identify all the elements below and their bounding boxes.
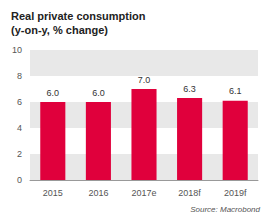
svg-text:Real private consumption: Real private consumption — [11, 10, 146, 22]
svg-text:2016: 2016 — [88, 188, 108, 198]
svg-text:2: 2 — [17, 149, 22, 159]
svg-text:6.0: 6.0 — [47, 88, 60, 98]
svg-text:10: 10 — [12, 45, 22, 55]
svg-text:(y-on-y, % change): (y-on-y, % change) — [11, 24, 108, 36]
svg-text:0: 0 — [17, 175, 22, 185]
svg-text:7.0: 7.0 — [138, 75, 151, 85]
svg-text:6.1: 6.1 — [229, 86, 242, 96]
svg-text:6: 6 — [17, 97, 22, 107]
svg-text:6.3: 6.3 — [183, 84, 196, 94]
svg-text:4: 4 — [17, 123, 22, 133]
svg-text:8: 8 — [17, 71, 22, 81]
svg-text:2018f: 2018f — [178, 188, 201, 198]
svg-text:Source: Macrobond: Source: Macrobond — [190, 205, 260, 214]
svg-text:2019f: 2019f — [224, 188, 247, 198]
svg-text:2015: 2015 — [43, 188, 63, 198]
svg-text:2017e: 2017e — [131, 188, 156, 198]
svg-text:6.0: 6.0 — [92, 88, 105, 98]
